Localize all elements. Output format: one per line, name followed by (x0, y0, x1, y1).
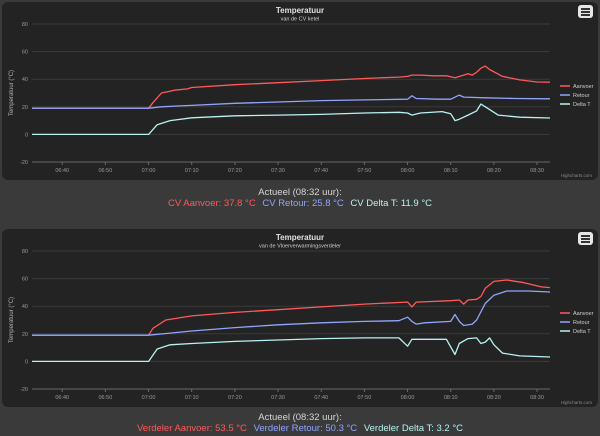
chart-menu-button[interactable] (578, 5, 593, 18)
readout-title: Actueel (08:32 uur): (258, 187, 342, 198)
chart-verdeler: Temperatuur van de Vloerverwarmingsverdel… (9, 233, 594, 405)
y-tick-label: 80 (22, 249, 28, 255)
chart-menu-button[interactable] (578, 232, 593, 245)
y-tick-label: 0 (25, 359, 28, 365)
y-tick-label: 80 (22, 22, 28, 28)
x-tick-label: 08:10 (444, 395, 458, 401)
x-tick-label: 07:50 (358, 168, 372, 174)
chart-panel-cv-ketel: Temperatuur van de CV ketel -20 0 20 40 60 80 Te… (2, 2, 598, 180)
chart-panel-verdeler: Temperatuur van de Vloerverwarmingsverdel… (2, 229, 598, 407)
legend-item: Retour (573, 320, 590, 326)
series-line-delta-t (32, 337, 550, 363)
x-tick-label: 06:40 (55, 168, 69, 174)
y-tick-label: 0 (25, 132, 28, 138)
y-tick-label: 20 (22, 332, 28, 338)
legend-item: Aanvoer (573, 311, 594, 317)
legend-item: Delta T (573, 102, 591, 108)
y-tick-label: 60 (22, 277, 28, 283)
series-line-retour (32, 94, 550, 109)
x-tick-label: 06:40 (55, 395, 69, 401)
readout-aanvoer: CV Aanvoer: 37.8 °C (167, 198, 256, 209)
chart-title: Temperatuur (276, 233, 324, 242)
x-tick-label: 07:40 (314, 168, 328, 174)
legend-item: Aanvoer (573, 84, 594, 90)
chart-credits: Highcharts.com (561, 400, 593, 405)
readout-title: Actueel (08:32 uur): (258, 412, 342, 423)
y-tick-label: -20 (20, 387, 28, 393)
x-tick-label: 08:00 (401, 168, 415, 174)
y-tick-label: 20 (22, 105, 28, 111)
legend-item: Retour (573, 93, 590, 99)
chart-title: Temperatuur (276, 6, 324, 15)
x-tick-label: 07:10 (185, 168, 199, 174)
actueel-readout-cv: Actueel (08:32 uur): CV Aanvoer: 37.8 °C… (0, 187, 600, 209)
chart-cv-ketel: Temperatuur van de CV ketel -20 0 20 40 60 80 Te… (9, 6, 594, 178)
x-tick-label: 06:50 (99, 168, 113, 174)
x-tick-label: 07:30 (271, 395, 285, 401)
x-tick-label: 08:30 (530, 168, 544, 174)
y-axis-title: Temperatuur (°C) (9, 70, 15, 116)
x-tick-label: 08:20 (487, 168, 501, 174)
y-tick-label: 40 (22, 304, 28, 310)
readout-delta-t: Verdeler Delta T: 3.2 °C (363, 423, 464, 434)
chart-subtitle: van de Vloerverwarmingsverdeler (259, 244, 341, 250)
readout-retour: CV Retour: 25.8 °C (262, 198, 344, 209)
x-tick-label: 07:00 (142, 395, 156, 401)
readout-retour: Verdeler Retour: 50.3 °C (253, 423, 358, 434)
x-tick-label: 08:00 (401, 395, 415, 401)
x-tick-label: 07:30 (271, 168, 285, 174)
y-tick-label: -20 (20, 160, 28, 166)
x-tick-label: 07:20 (228, 395, 242, 401)
series-line-aanvoer (32, 65, 550, 109)
y-tick-label: 60 (22, 50, 28, 56)
y-tick-label: 40 (22, 77, 28, 83)
x-tick-label: 07:20 (228, 168, 242, 174)
y-axis-title: Temperatuur (°C) (9, 297, 15, 343)
x-tick-label: 07:00 (142, 168, 156, 174)
chart-subtitle: van de CV ketel (281, 17, 320, 23)
x-tick-label: 07:50 (358, 395, 372, 401)
x-tick-label: 07:40 (314, 395, 328, 401)
series-line-delta-t (32, 103, 550, 136)
x-tick-label: 06:50 (99, 395, 113, 401)
readout-delta-t: CV Delta T: 11.9 °C (350, 198, 433, 209)
series-line-retour (32, 290, 550, 336)
x-tick-label: 08:20 (487, 395, 501, 401)
readout-aanvoer: Verdeler Aanvoer: 53.5 °C (136, 423, 247, 434)
x-tick-label: 07:10 (185, 395, 199, 401)
legend-item: Delta T (573, 329, 591, 335)
chart-credits: Highcharts.com (561, 173, 593, 178)
x-tick-label: 08:10 (444, 168, 458, 174)
x-tick-label: 08:30 (530, 395, 544, 401)
actueel-readout-verdeler: Actueel (08:32 uur): Verdeler Aanvoer: 5… (0, 412, 600, 434)
series-line-aanvoer (32, 279, 550, 336)
